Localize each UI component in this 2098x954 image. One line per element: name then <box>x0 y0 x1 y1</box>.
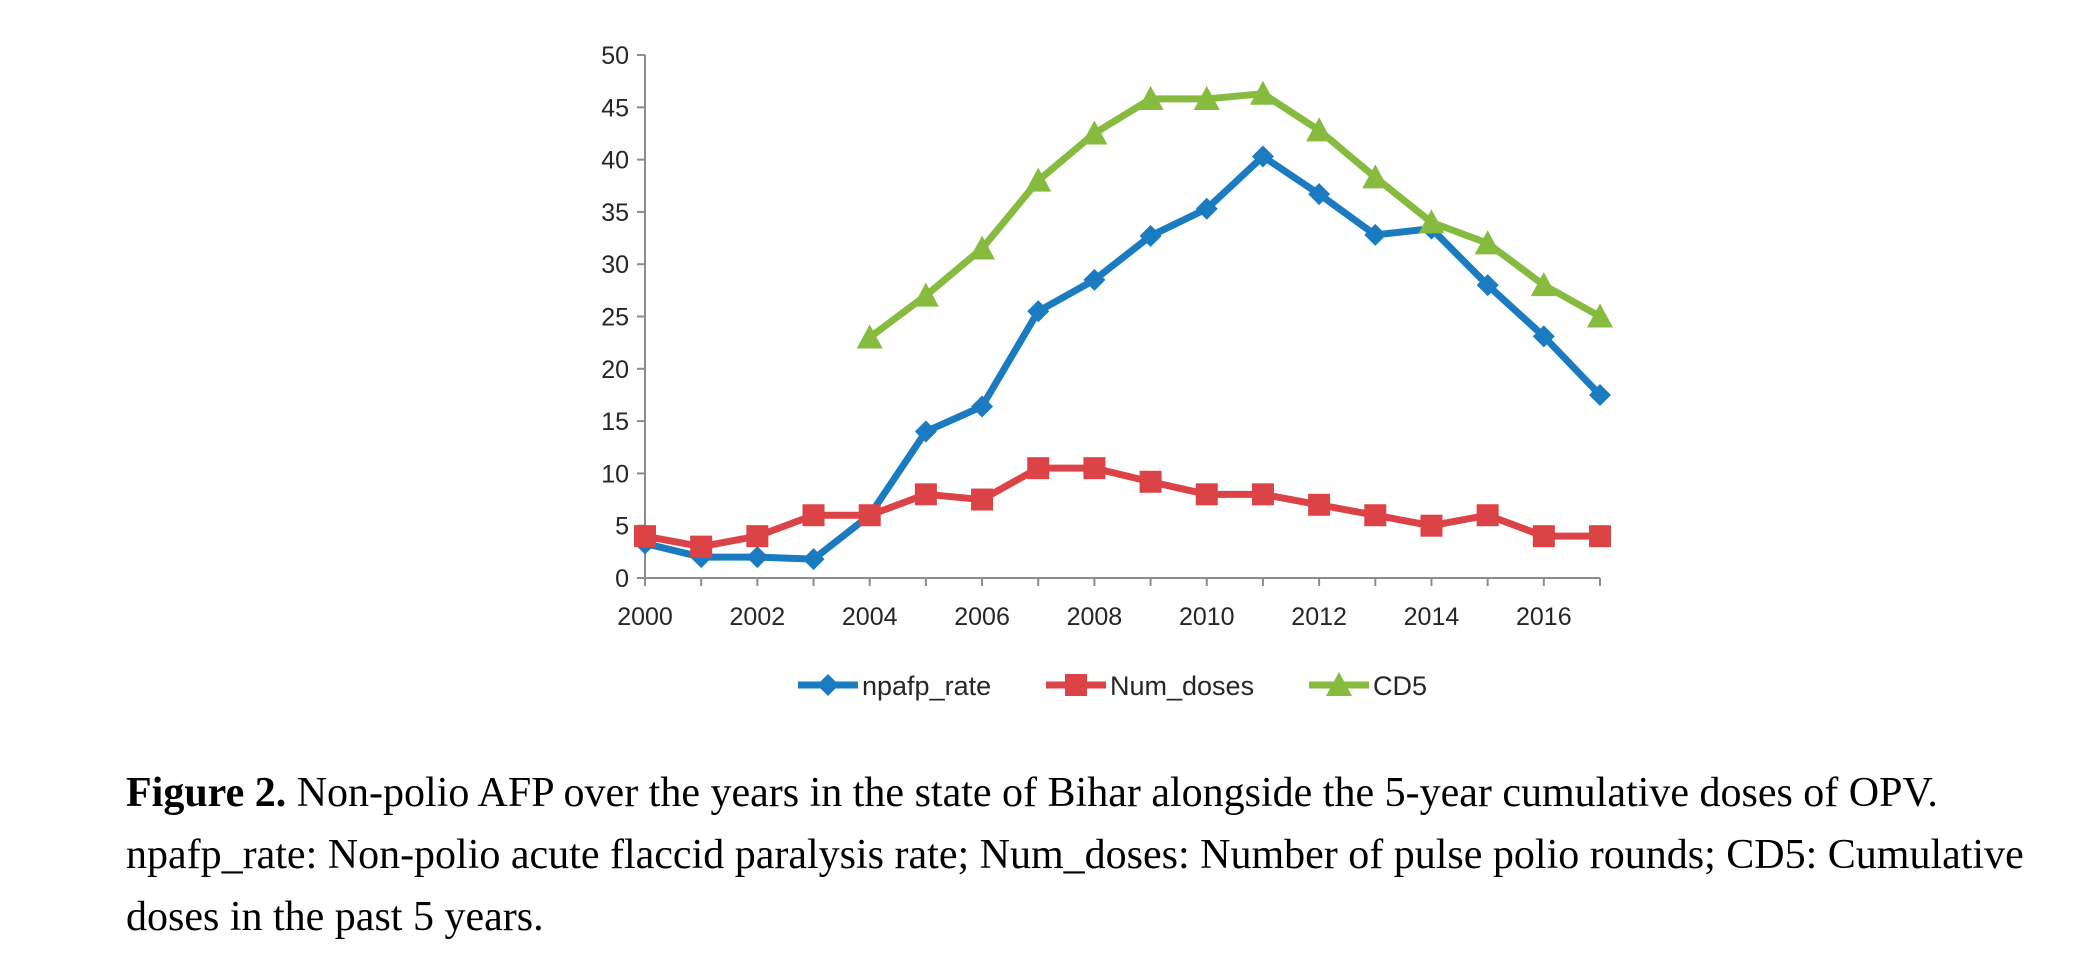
data-point-Num_doses <box>1532 525 1555 548</box>
x-tick-label: 2006 <box>954 603 1010 631</box>
data-point-Num_doses <box>746 525 769 548</box>
series-Num_doses <box>634 457 1611 558</box>
data-point-Num_doses <box>1027 457 1050 480</box>
x-tick-label: 2012 <box>1291 603 1347 631</box>
data-point-Num_doses <box>1083 457 1106 480</box>
y-tick-label: 5 <box>615 513 629 541</box>
data-point-CD5 <box>1587 303 1613 328</box>
legend-label: npafp_rate <box>862 671 991 701</box>
caption-label: Figure 2. <box>126 770 287 816</box>
series-line-npafp_rate <box>644 152 1603 563</box>
data-point-npafp_rate <box>914 420 937 443</box>
y-tick-label: 45 <box>601 94 629 122</box>
data-point-npafp_rate <box>971 395 994 418</box>
legend-label: Num_doses <box>1110 671 1254 701</box>
data-point-npafp_rate <box>1027 300 1050 323</box>
data-point-npafp_rate <box>1476 274 1499 297</box>
x-tick-label: 2010 <box>1179 603 1235 631</box>
data-point-npafp_rate <box>802 548 825 571</box>
data-point-CD5 <box>969 235 996 260</box>
x-axis-ticks: 2000 2002 2004 2006 2008 2010 2012 2014 2016 <box>617 578 1601 631</box>
data-point-npafp_rate <box>1532 325 1555 348</box>
data-point-npafp_rate <box>1195 197 1218 220</box>
y-tick-label: 0 <box>615 565 629 593</box>
series-line-Num_doses <box>644 464 1600 551</box>
data-point-Num_doses <box>971 488 994 511</box>
data-point-CD5 <box>1137 85 1164 110</box>
x-tick-label: 2008 <box>1067 603 1123 631</box>
data-point-CD5 <box>1025 167 1052 192</box>
legend-item-Num_doses: Num_doses <box>1046 671 1254 701</box>
series-CD5 <box>856 80 1613 349</box>
y-axis-ticks: 0 5 10 15 20 25 30 35 40 45 50 <box>601 42 645 593</box>
data-point-Num_doses <box>1476 504 1499 527</box>
legend-item-npafp_rate: npafp_rate <box>798 671 991 701</box>
x-tick-label: 2002 <box>730 603 786 631</box>
legend-item-CD5: CD5 <box>1309 671 1427 701</box>
data-point-Num_doses <box>1195 483 1218 506</box>
y-tick-label: 40 <box>601 147 629 175</box>
data-point-Num_doses <box>914 483 937 506</box>
x-tick-label: 2000 <box>617 603 673 631</box>
series-line-CD5 <box>867 90 1602 341</box>
legend-label: CD5 <box>1373 671 1427 701</box>
data-point-CD5 <box>1249 80 1276 105</box>
data-point-npafp_rate <box>1251 145 1274 168</box>
data-point-CD5 <box>1418 209 1445 234</box>
data-point-Num_doses <box>634 525 656 548</box>
data-point-CD5 <box>1474 230 1501 255</box>
y-tick-label: 35 <box>601 199 629 227</box>
data-point-Num_doses <box>802 504 825 527</box>
data-point-CD5 <box>912 282 939 307</box>
data-point-CD5 <box>1193 85 1220 110</box>
caption-text: Non-polio AFP over the years in the stat… <box>126 770 2024 940</box>
legend-marker <box>1065 674 1087 696</box>
data-point-CD5 <box>1530 272 1557 297</box>
x-tick-label: 2004 <box>842 603 898 631</box>
data-point-npafp_rate <box>1589 383 1611 406</box>
data-point-Num_doses <box>1251 483 1274 506</box>
data-point-Num_doses <box>1308 493 1331 516</box>
y-tick-label: 50 <box>601 42 629 70</box>
y-tick-label: 20 <box>601 356 629 384</box>
legend-marker <box>817 674 839 696</box>
data-point-Num_doses <box>1420 514 1443 537</box>
data-point-Num_doses <box>858 504 881 527</box>
legend-marker <box>1326 672 1352 697</box>
chart-axes <box>644 55 1600 579</box>
data-point-Num_doses <box>1364 504 1387 527</box>
data-point-Num_doses <box>690 535 713 558</box>
data-point-npafp_rate <box>1308 183 1331 206</box>
y-tick-label: 15 <box>601 408 629 436</box>
chart-series <box>634 80 1613 571</box>
y-tick-label: 25 <box>601 304 629 332</box>
y-tick-label: 30 <box>601 251 629 279</box>
series-npafp_rate <box>634 145 1611 571</box>
data-point-npafp_rate <box>746 546 769 569</box>
data-point-npafp_rate <box>1139 224 1162 247</box>
x-tick-label: 2014 <box>1404 603 1460 631</box>
data-point-Num_doses <box>1589 525 1611 548</box>
y-tick-label: 10 <box>601 460 629 488</box>
data-point-CD5 <box>1081 120 1108 145</box>
data-point-npafp_rate <box>1364 223 1387 246</box>
figure-caption: Figure 2. Non-polio AFP over the years i… <box>126 762 2086 948</box>
data-point-npafp_rate <box>1083 268 1106 291</box>
chart-legend: npafp_rate Num_doses CD5 <box>798 671 1427 701</box>
data-point-Num_doses <box>1139 470 1162 493</box>
data-point-CD5 <box>1362 164 1389 189</box>
data-point-CD5 <box>856 324 883 349</box>
x-tick-label: 2016 <box>1516 603 1572 631</box>
data-point-CD5 <box>1306 117 1333 142</box>
